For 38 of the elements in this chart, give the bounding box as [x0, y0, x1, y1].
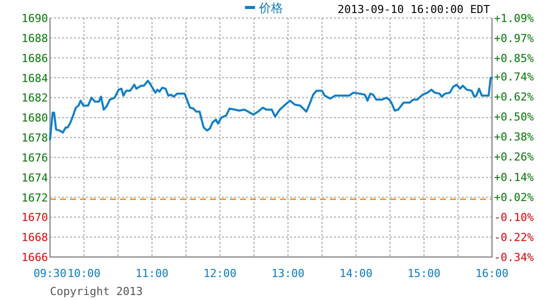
y2-tick-label: -0.22%: [494, 230, 534, 244]
y-tick-label: 1666: [22, 251, 48, 264]
legend-label: 价格: [258, 1, 283, 15]
y-tick-label: 1688: [22, 32, 48, 45]
x-tick-label: 09:30: [33, 267, 67, 280]
y2-tick-label: +0.50%: [494, 110, 534, 124]
y-tick-label: 1672: [22, 191, 48, 204]
y2-tick-label: +0.85%: [494, 52, 534, 66]
y2-tick-label: -0.34%: [494, 251, 534, 264]
y2-tick-label: +1.09%: [494, 12, 534, 25]
y-tick-label: 1678: [22, 132, 48, 144]
y-tick-label: 1690: [22, 12, 48, 25]
y-tick-label: 1686: [22, 52, 48, 65]
y2-tick-label: +0.97%: [494, 32, 534, 46]
y-tick-label: 1674: [22, 171, 48, 184]
x-tick-label: 13:00: [271, 267, 305, 280]
y2-tick-label: +0.62%: [494, 90, 534, 104]
y-tick-label: 1670: [22, 211, 48, 224]
x-tick-label: 12:00: [203, 267, 237, 280]
x-tick-label: 15:00: [407, 267, 441, 280]
x-tick-label: 10:00: [67, 267, 101, 280]
y2-tick-label: +0.02%: [494, 190, 534, 204]
y-tick-label: 1676: [22, 151, 48, 164]
line-series: [49, 76, 493, 140]
y2-tick-label: +0.26%: [494, 150, 534, 164]
y-tick-label: 1680: [22, 112, 48, 125]
y-tick-label: 1682: [22, 92, 48, 105]
x-tick-label: 11:00: [135, 267, 169, 280]
x-tick-label: 14:00: [339, 267, 373, 280]
x-tick-label: 16:00: [475, 267, 509, 280]
y2-tick-label: +0.38%: [494, 130, 534, 144]
text: Copyright 2013: [50, 285, 143, 298]
y-tick-label: 1684: [22, 72, 48, 85]
y2-tick-label: +0.74%: [494, 70, 534, 84]
y2-tick-label: +0.14%: [494, 170, 534, 184]
y2-tick-label: -0.10%: [494, 210, 534, 224]
chart-subtitle: 2013-09-10 16:00:00 EDT: [338, 3, 490, 16]
y-tick-label: 1668: [22, 231, 48, 244]
